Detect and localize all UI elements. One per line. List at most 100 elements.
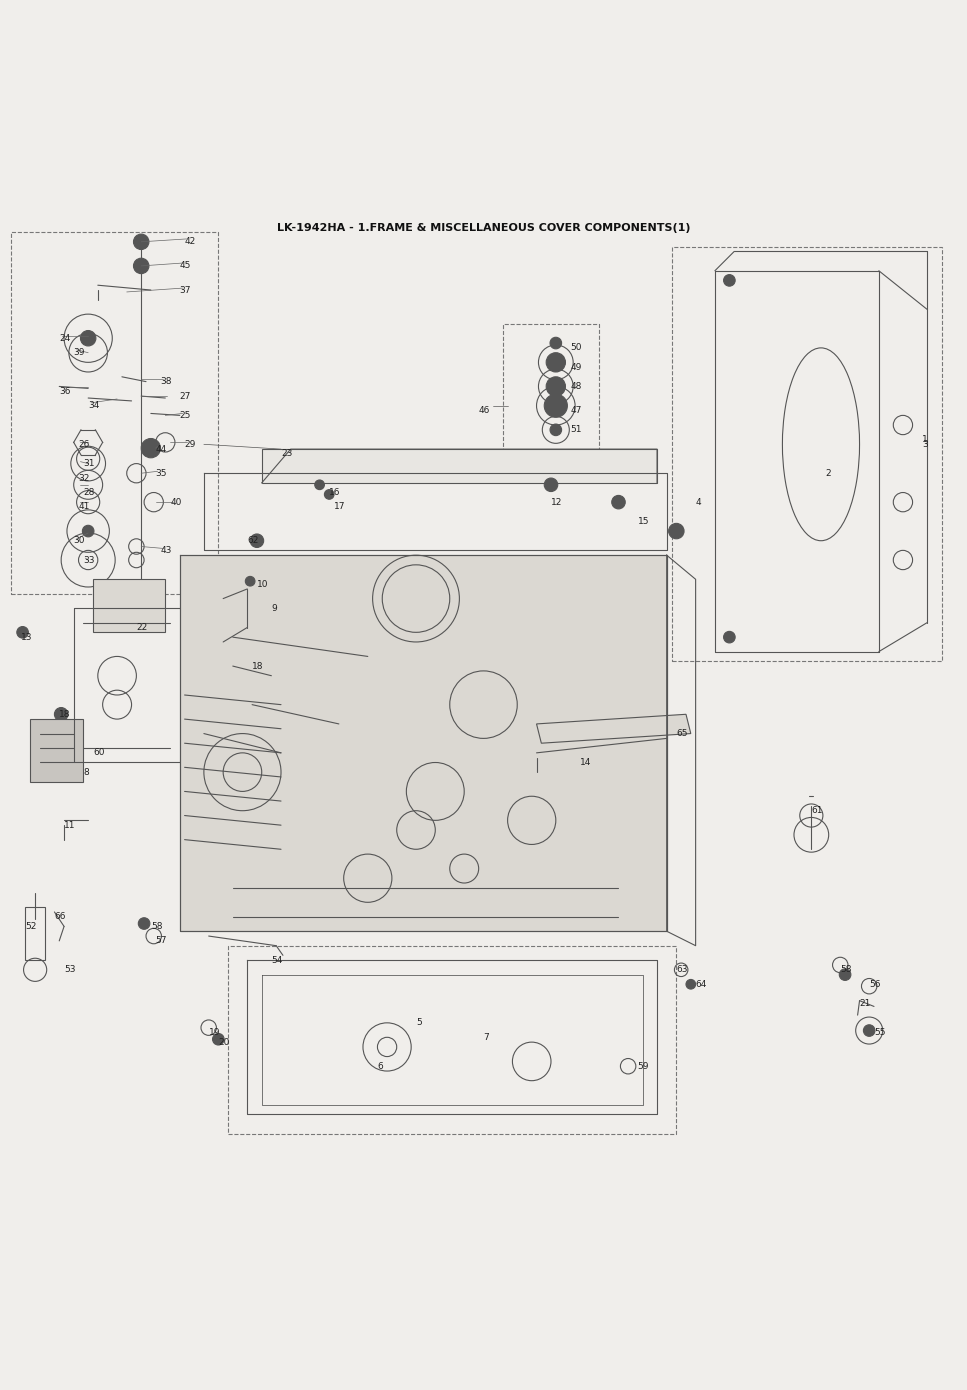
- Text: 45: 45: [180, 261, 191, 271]
- Text: 23: 23: [281, 449, 292, 459]
- Circle shape: [686, 980, 695, 990]
- Circle shape: [133, 259, 149, 274]
- Text: 56: 56: [869, 980, 881, 988]
- Circle shape: [550, 338, 562, 349]
- Text: 55: 55: [874, 1029, 886, 1037]
- Circle shape: [315, 480, 324, 489]
- Text: 53: 53: [64, 965, 75, 974]
- Circle shape: [54, 708, 68, 721]
- Circle shape: [141, 438, 161, 457]
- Circle shape: [324, 489, 334, 499]
- Text: 60: 60: [93, 748, 104, 758]
- Text: 65: 65: [676, 730, 688, 738]
- Text: 31: 31: [83, 459, 95, 468]
- Text: 47: 47: [571, 406, 582, 416]
- Text: 44: 44: [156, 445, 167, 453]
- Circle shape: [544, 478, 558, 492]
- Text: 51: 51: [571, 425, 582, 434]
- Text: 28: 28: [83, 488, 95, 498]
- Text: 1: 1: [923, 435, 928, 443]
- Text: 16: 16: [329, 488, 340, 498]
- Circle shape: [16, 627, 28, 638]
- Text: 49: 49: [571, 363, 582, 371]
- Circle shape: [546, 377, 566, 396]
- Text: 54: 54: [272, 956, 282, 965]
- Text: 11: 11: [64, 820, 75, 830]
- Text: 3: 3: [923, 439, 928, 449]
- Circle shape: [246, 577, 255, 587]
- Text: 19: 19: [209, 1029, 220, 1037]
- Text: 27: 27: [180, 392, 191, 400]
- Bar: [93, 580, 165, 632]
- Circle shape: [723, 275, 735, 286]
- Text: 59: 59: [638, 1062, 649, 1070]
- Circle shape: [668, 524, 684, 539]
- Circle shape: [839, 969, 851, 980]
- Bar: [25, 908, 44, 960]
- Text: 13: 13: [20, 632, 32, 642]
- Text: 14: 14: [580, 758, 591, 767]
- Text: 58: 58: [840, 965, 852, 974]
- Text: 43: 43: [161, 546, 172, 555]
- Text: LK-1942HA - 1.FRAME & MISCELLANEOUS COVER COMPONENTS(1): LK-1942HA - 1.FRAME & MISCELLANEOUS COVE…: [277, 222, 690, 232]
- Text: 35: 35: [156, 468, 167, 478]
- Text: 63: 63: [676, 965, 688, 974]
- Polygon shape: [180, 555, 666, 931]
- Circle shape: [133, 234, 149, 250]
- Polygon shape: [262, 449, 657, 482]
- Text: 29: 29: [185, 439, 196, 449]
- Text: 39: 39: [73, 349, 85, 357]
- Bar: [30, 719, 83, 781]
- Text: 42: 42: [185, 238, 196, 246]
- Text: 4: 4: [695, 498, 701, 507]
- Text: 61: 61: [811, 806, 823, 815]
- Text: 48: 48: [571, 382, 582, 391]
- Circle shape: [138, 917, 150, 930]
- Circle shape: [550, 424, 562, 435]
- Text: 2: 2: [826, 468, 832, 478]
- Circle shape: [82, 525, 94, 537]
- Text: 30: 30: [73, 537, 85, 545]
- Polygon shape: [537, 714, 690, 744]
- Text: 57: 57: [156, 937, 167, 945]
- Text: 62: 62: [248, 537, 258, 545]
- Circle shape: [546, 353, 566, 373]
- Bar: [671, 246, 942, 662]
- Text: 9: 9: [272, 603, 278, 613]
- Text: 17: 17: [334, 502, 345, 512]
- Circle shape: [723, 631, 735, 644]
- Text: 32: 32: [78, 474, 90, 482]
- Text: 66: 66: [54, 912, 66, 922]
- Text: 18: 18: [59, 710, 71, 719]
- Text: 46: 46: [479, 406, 490, 416]
- Text: 58: 58: [151, 922, 162, 931]
- Text: 24: 24: [59, 334, 71, 343]
- Text: 37: 37: [180, 285, 191, 295]
- Bar: [11, 232, 219, 594]
- Text: 15: 15: [638, 517, 649, 525]
- Text: 22: 22: [136, 623, 148, 632]
- Text: 41: 41: [78, 502, 90, 512]
- Text: 20: 20: [219, 1037, 230, 1047]
- Text: 33: 33: [83, 556, 95, 564]
- Bar: [228, 945, 676, 1134]
- Circle shape: [250, 534, 264, 548]
- Text: 50: 50: [571, 343, 582, 353]
- Text: 6: 6: [377, 1062, 383, 1070]
- Text: 25: 25: [180, 411, 191, 420]
- Bar: [503, 324, 600, 473]
- Text: 40: 40: [170, 498, 182, 507]
- Circle shape: [612, 495, 626, 509]
- Text: 7: 7: [484, 1033, 489, 1041]
- Text: 18: 18: [252, 662, 264, 670]
- Text: 64: 64: [695, 980, 707, 988]
- Text: 52: 52: [25, 922, 37, 931]
- Text: 21: 21: [860, 999, 871, 1008]
- Text: 10: 10: [257, 580, 269, 588]
- Text: 12: 12: [551, 498, 563, 507]
- Circle shape: [544, 395, 568, 417]
- Text: 8: 8: [83, 767, 89, 777]
- Text: 38: 38: [161, 377, 172, 386]
- FancyArrowPatch shape: [544, 719, 684, 728]
- Text: 26: 26: [78, 439, 90, 449]
